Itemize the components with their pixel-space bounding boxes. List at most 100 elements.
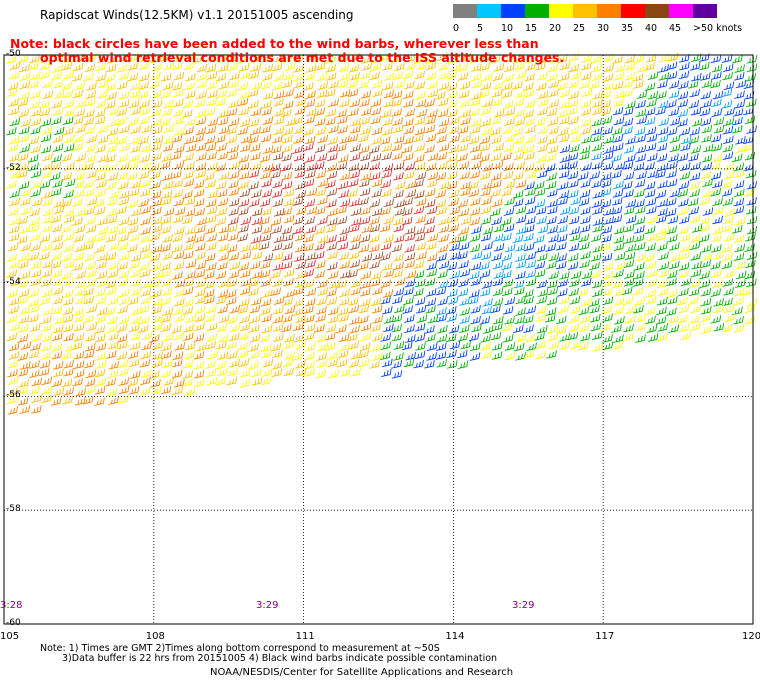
wind-barb — [603, 145, 615, 154]
wind-barb — [735, 270, 747, 280]
wind-barb — [348, 359, 360, 368]
wind-barb — [600, 242, 611, 252]
wind-barb — [339, 72, 351, 81]
wind-barb — [700, 117, 712, 126]
wind-barb — [358, 261, 369, 270]
wind-barb — [405, 180, 417, 189]
wind-barb — [261, 313, 272, 323]
wind-barb — [666, 178, 678, 188]
wind-barb — [589, 298, 600, 307]
footnote-line-2: 3)Data buffer is 22 hrs from 20151005 4)… — [62, 653, 498, 664]
wind-barb — [217, 305, 228, 314]
wind-barb — [61, 253, 72, 262]
wind-barb — [679, 243, 691, 253]
wind-barb — [304, 351, 315, 361]
wind-barb — [458, 89, 470, 99]
wind-barb — [680, 135, 692, 145]
wind-barb — [731, 153, 743, 163]
wind-barb — [349, 259, 361, 268]
wind-barb — [94, 288, 106, 297]
wind-barb — [525, 277, 537, 287]
wind-barb — [282, 134, 293, 144]
wind-barb — [536, 82, 547, 91]
wind-barb — [205, 198, 217, 208]
wind-barb — [140, 288, 151, 297]
wind-barb — [746, 197, 757, 206]
wind-barb — [689, 287, 700, 296]
wind-barb — [150, 379, 161, 388]
wind-barb — [613, 297, 625, 306]
wind-barb — [248, 181, 259, 190]
wind-barb — [416, 251, 427, 260]
wind-barb — [306, 52, 317, 62]
wind-barb — [314, 98, 326, 108]
wind-barb — [492, 233, 504, 242]
wind-barb — [53, 324, 64, 334]
wind-barb — [536, 154, 547, 163]
wind-barb — [194, 322, 205, 332]
wind-barb — [731, 124, 743, 134]
wind-barb — [723, 287, 734, 296]
wind-barb — [217, 367, 228, 377]
wind-barb — [469, 289, 480, 298]
wind-barb — [690, 214, 701, 224]
wind-barb — [325, 64, 336, 73]
wind-barb — [469, 243, 481, 253]
wind-barb — [436, 52, 448, 61]
wind-barb — [460, 52, 472, 62]
wind-barb — [414, 153, 425, 163]
wind-barb — [699, 53, 710, 62]
wind-barb — [294, 244, 306, 253]
wind-barb — [689, 315, 700, 324]
wind-barb — [7, 368, 18, 378]
wind-barb — [205, 340, 216, 350]
wind-barb — [72, 89, 84, 99]
wind-barb — [401, 144, 413, 154]
wind-barb — [327, 136, 338, 145]
wind-barb — [314, 206, 326, 215]
wind-barb — [558, 304, 569, 314]
wind-barb — [116, 116, 128, 126]
wind-barb — [446, 349, 457, 359]
wind-barb — [149, 334, 160, 343]
wind-barb — [710, 187, 721, 197]
wind-barb — [53, 315, 65, 325]
wind-barb — [130, 278, 142, 287]
wind-barb — [127, 72, 139, 82]
wind-barb — [722, 71, 733, 81]
wind-barb — [668, 324, 680, 333]
wind-barb — [229, 358, 240, 368]
wind-barb — [336, 279, 347, 289]
wind-barb — [437, 108, 449, 118]
wind-barb — [304, 98, 316, 108]
wind-barb — [336, 205, 347, 215]
wind-barb — [380, 279, 391, 288]
wind-barb — [328, 98, 339, 108]
wind-barb — [160, 278, 172, 287]
wind-barb — [139, 188, 151, 197]
wind-barb — [261, 225, 273, 234]
wind-barb — [86, 197, 98, 206]
wind-barb — [625, 243, 637, 252]
wind-barb — [449, 251, 461, 260]
wind-barb — [184, 196, 196, 206]
wind-barb — [403, 296, 414, 306]
wind-barb — [336, 109, 347, 118]
wind-barb — [184, 341, 196, 351]
wind-barb — [228, 144, 239, 154]
wind-barb — [369, 223, 380, 233]
wind-barb — [184, 350, 195, 360]
wind-barb — [612, 341, 623, 350]
wind-barb — [97, 252, 108, 262]
wind-barb — [515, 226, 527, 235]
wind-barb — [107, 225, 119, 234]
wind-barb — [348, 107, 359, 117]
wind-barb — [184, 387, 196, 396]
wind-barb — [568, 314, 580, 324]
wind-barb — [380, 333, 392, 342]
wind-barb — [338, 189, 349, 199]
wind-barb — [52, 361, 64, 370]
wind-barb — [237, 305, 248, 314]
wind-barb — [227, 62, 238, 72]
latitude-label: -54 — [6, 276, 21, 287]
